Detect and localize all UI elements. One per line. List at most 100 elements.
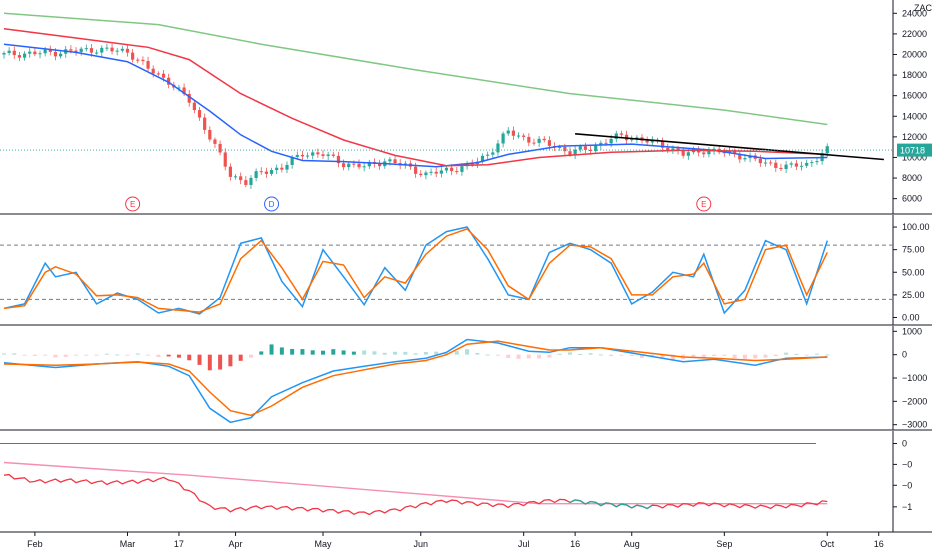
event-marker[interactable]: E [696, 196, 712, 212]
macd-histogram-bar [2, 353, 6, 355]
candle-body [444, 167, 449, 171]
macd-histogram-bar [588, 353, 593, 355]
y-tick-label: 8000 [902, 173, 922, 183]
candle-body [537, 138, 541, 143]
macd-line-signal [3, 340, 828, 417]
candle-body [79, 48, 83, 53]
candle-body [758, 158, 762, 164]
candle-body [367, 161, 371, 167]
price-line-trendline [575, 133, 884, 161]
candle-body [74, 50, 78, 53]
price-line-ma-slow [3, 27, 828, 167]
candle-body [496, 143, 500, 153]
macd-histogram-bar [84, 354, 89, 356]
candle-body [794, 163, 798, 167]
candle-body [810, 162, 814, 164]
candle-body [419, 173, 423, 176]
candle-body [48, 49, 52, 52]
candle-body [604, 142, 608, 144]
candle-body [388, 159, 392, 162]
macd-histogram-bar [372, 351, 377, 355]
candle-body [558, 146, 562, 148]
macd-histogram-bar [465, 349, 470, 355]
candle-body [516, 135, 521, 137]
last-price-tag-text: 10718 [900, 146, 925, 156]
macd-histogram-bar [804, 354, 809, 356]
macd-histogram-bar [712, 354, 717, 357]
candle-body [213, 139, 217, 144]
candle-body [661, 141, 665, 148]
macd-histogram-bar [670, 354, 675, 360]
candle-body [424, 172, 428, 176]
macd-histogram-bar [660, 354, 665, 358]
candle-body [89, 48, 94, 53]
y-tick-label: 22000 [902, 29, 927, 39]
candle-body [69, 49, 73, 51]
candle-body [532, 142, 536, 144]
candle-body [733, 150, 737, 154]
candle-body [280, 167, 284, 170]
candle-body [300, 154, 305, 157]
macd-histogram-bar [156, 354, 161, 357]
candle-body [460, 166, 464, 172]
candle-body [799, 165, 804, 167]
candle-body [28, 51, 32, 54]
candle-body [450, 167, 454, 172]
y-tick-label: 75.00 [902, 245, 925, 255]
macd-histogram-bar [207, 354, 212, 371]
y-tick-label: 14000 [902, 111, 927, 121]
candle-body [167, 77, 171, 85]
candle-body [7, 50, 11, 54]
event-marker[interactable]: D [264, 196, 280, 212]
macd-histogram-bar [290, 348, 295, 355]
candle-body [362, 166, 366, 168]
candle-body [218, 143, 222, 153]
candle-body [316, 152, 320, 155]
candle-body [311, 152, 315, 156]
candle-body [120, 48, 124, 51]
macd-histogram-bar [773, 354, 778, 357]
event-marker-circle [696, 196, 712, 212]
candle-body [326, 154, 330, 156]
candle-body [228, 166, 232, 177]
y-tick-label: 0 [902, 350, 907, 360]
macd-histogram-bar [104, 353, 109, 355]
event-marker[interactable]: E [125, 196, 141, 212]
macd-histogram-bar [259, 351, 264, 355]
candle-body [784, 164, 788, 170]
macd-histogram-bar [279, 347, 284, 355]
y-tick-label: −0 [902, 459, 912, 469]
stoch-line-pct-k [3, 226, 829, 315]
macd-panel[interactable]: 1000 0 −1000 −2000 −3000 [0, 326, 932, 431]
candle-body [594, 145, 598, 152]
y-tick-label: 0.00 [902, 312, 920, 322]
candle-body [563, 146, 567, 152]
macd-histogram-bar [825, 354, 830, 356]
stoch-line-pct-d [3, 228, 828, 313]
candle-body [501, 133, 505, 144]
y-tick-label: 20000 [902, 49, 927, 59]
y-tick-label: 24000 [902, 8, 927, 18]
candle-body [506, 130, 510, 134]
candle-body [244, 180, 248, 185]
stochastic-panel[interactable]: 100.00 75.00 50.00 25.00 0.00 [0, 215, 932, 326]
macd-histogram-bar [12, 353, 17, 355]
candle-body [511, 130, 515, 136]
macd-histogram-bar [732, 354, 737, 359]
macd-histogram-bar [22, 354, 27, 356]
macd-histogram-bar [176, 354, 181, 358]
currency-label: ZAC [914, 3, 932, 13]
relative-line-segment-up [569, 499, 653, 510]
candle-body [259, 171, 263, 173]
macd-histogram-bar [413, 353, 418, 355]
event-marker-label: E [130, 200, 135, 209]
macd-histogram-bar [300, 349, 305, 355]
candle-body [321, 154, 325, 156]
candle-body [470, 163, 474, 165]
macd-histogram-bar [526, 354, 531, 359]
relative-panel[interactable]: 0 −0 −0 −1 [0, 431, 932, 533]
macd-histogram-bar [506, 354, 511, 359]
y-tick-label: 50.00 [902, 267, 925, 277]
price-panel[interactable]: 24000 22000 20000 18000 16000 14000 12000 10000… [0, 0, 932, 215]
candle-body [187, 93, 191, 103]
